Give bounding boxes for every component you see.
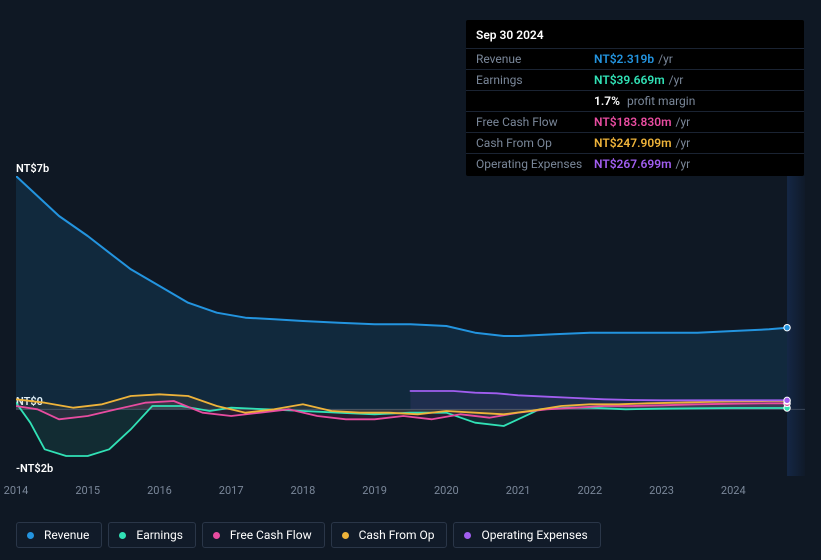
x-axis-label: 2017 [219,484,244,497]
legend-dot-icon [119,532,126,539]
tooltip-row: Cash From OpNT$247.909m/yr [466,132,804,153]
line-chart [16,176,805,476]
x-axis-label: 2022 [577,484,602,497]
legend-label: Operating Expenses [481,528,587,542]
legend-dot-icon [464,532,471,539]
x-axis-label: 2024 [721,484,746,497]
legend: Revenue Earnings Free Cash Flow Cash From O… [16,522,601,548]
legend-label: Free Cash Flow [230,528,312,542]
tooltip-row-label: Cash From Op [476,135,594,151]
tooltip-row-suffix: /yr [658,52,673,66]
tooltip-row-value: NT$39.669m [594,73,665,87]
x-axis-label: 2020 [434,484,459,497]
tooltip-row: RevenueNT$2.319b/yr [466,48,804,69]
tooltip-row: EarningsNT$39.669m/yr [466,69,804,90]
x-axis-label: 2018 [291,484,316,497]
legend-dot-icon [342,532,349,539]
legend-item[interactable]: Cash From Op [331,522,448,548]
y-axis-label: NT$7b [16,162,49,175]
legend-item[interactable]: Operating Expenses [453,522,600,548]
tooltip-row-value: NT$247.909m [594,136,672,150]
tooltip-row-label: Free Cash Flow [476,114,594,130]
legend-item[interactable]: Free Cash Flow [202,522,325,548]
tooltip-row: Free Cash FlowNT$183.830m/yr [466,111,804,132]
x-axis-label: 2016 [147,484,172,497]
tooltip-row-value: NT$183.830m [594,115,672,129]
tooltip-row-suffix: /yr [676,136,691,150]
tooltip-row-extra: 1.7% profit margin [466,90,804,111]
tooltip-row-label: Earnings [476,72,594,88]
legend-item[interactable]: Earnings [108,522,196,548]
legend-label: Revenue [44,528,89,542]
tooltip-date: Sep 30 2024 [466,26,804,48]
tooltip-row-value: NT$2.319b [594,52,654,66]
tooltip-row-suffix: /yr [676,115,691,129]
legend-item[interactable]: Revenue [16,522,102,548]
tooltip-row-label: Revenue [476,51,594,67]
chart-container: NT$7bNT$0-NT$2b 201420152016201720182019… [16,158,805,498]
legend-dot-icon [213,532,220,539]
legend-label: Cash From Op [359,528,435,542]
tooltip-row-suffix: /yr [669,73,684,87]
legend-label: Earnings [136,528,183,542]
tooltip-box: Sep 30 2024 RevenueNT$2.319b/yrEarningsN… [466,20,804,176]
x-axis-label: 2014 [4,484,29,497]
legend-dot-icon [27,532,34,539]
x-axis-label: 2023 [649,484,674,497]
x-axis-label: 2021 [506,484,531,497]
x-axis-label: 2019 [362,484,387,497]
x-axis-label: 2015 [75,484,100,497]
